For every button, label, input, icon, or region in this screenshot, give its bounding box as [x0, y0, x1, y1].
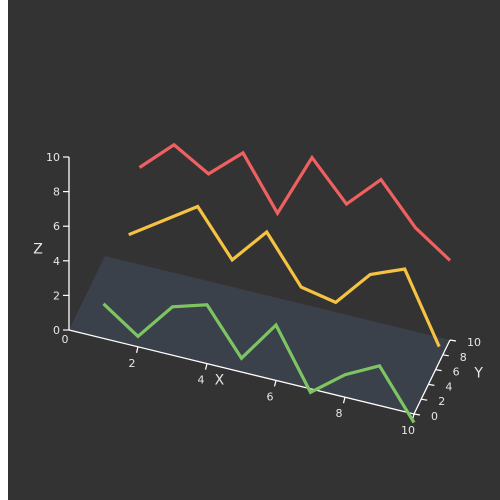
x-axis-line	[68, 329, 415, 415]
floor-plane	[69, 256, 450, 414]
y-tick-label-1: 2	[438, 395, 445, 408]
z-tick-label-2: 4	[53, 255, 60, 268]
y-tick-mark-1	[421, 398, 428, 401]
series-line-1	[128, 204, 441, 348]
y-tick-mark-2	[428, 383, 435, 386]
x-tick-mark-3	[342, 397, 346, 404]
series-line-0	[138, 142, 452, 262]
x-tick-label-0: 2	[129, 357, 136, 370]
y-tick-label-3: 6	[453, 366, 460, 379]
x-tick-label-1: 4	[198, 374, 205, 387]
y-tick-label-5: 10	[467, 336, 481, 349]
x-tick-mark-0	[135, 346, 139, 353]
x-tick-label-origin: 0	[62, 333, 69, 346]
y-axis-title: Y	[473, 366, 483, 382]
chart-panel: 0 2 4 6 8 10 2 4 6 8 10 0 0 2 4 6 8 10 Z X Y	[8, 0, 500, 500]
x-tick-label-3: 8	[336, 407, 343, 420]
z-tick-label-5: 10	[46, 151, 60, 164]
y-tick-mark-4	[442, 354, 449, 357]
y-tick-label-4: 8	[460, 351, 467, 364]
z-tick-label-4: 8	[53, 186, 60, 199]
y-axis-line	[413, 339, 451, 415]
x-tick-mark-1	[204, 363, 208, 370]
z-axis-title: Z	[33, 242, 43, 258]
y-tick-mark-3	[435, 369, 442, 372]
x-tick-mark-2	[273, 380, 277, 387]
z-tick-label-1: 2	[53, 289, 60, 302]
y-tick-mark-0	[413, 413, 421, 416]
z-tick-label-3: 6	[53, 220, 60, 233]
z-tick-label-0: 0	[53, 324, 60, 337]
x-tick-label-2: 6	[267, 390, 274, 403]
series-line-2	[102, 302, 416, 424]
y-tick-mark-5	[449, 339, 457, 342]
y-tick-label-0: 0	[431, 410, 438, 423]
x-axis-title: X	[215, 372, 225, 388]
y-tick-label-2: 4	[445, 380, 452, 393]
x-tick-label-4: 10	[401, 424, 415, 437]
